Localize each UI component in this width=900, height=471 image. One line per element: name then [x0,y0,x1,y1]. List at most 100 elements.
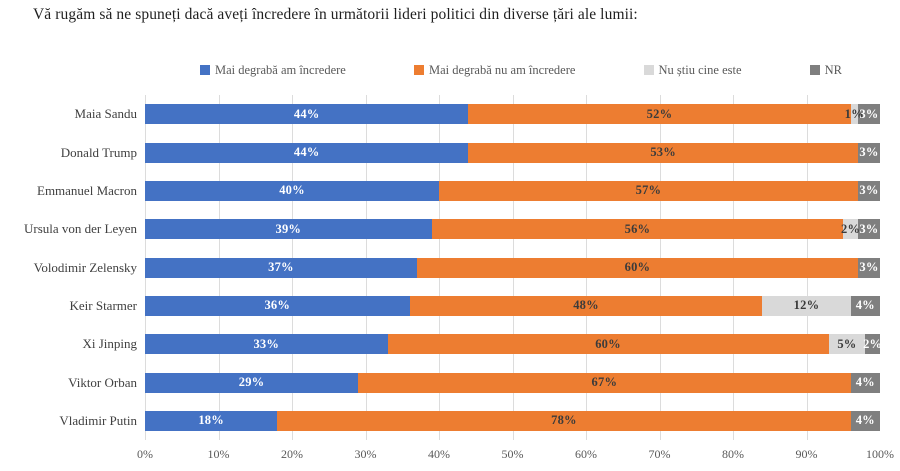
bar-segment: 5% [828,334,866,355]
legend-swatch-icon [413,65,424,75]
bar-segment: 36% [145,295,410,316]
legend-swatch-icon [643,65,654,75]
category-label: Xi Jinping [82,336,137,352]
bar-segment-label: 2% [863,336,880,351]
bar-row: 37% 60% 3% [145,257,880,278]
category-label: Volodimir Zelensky [33,259,137,275]
bar-segment-label: 18% [198,413,224,428]
bar-segment: 3% [857,104,880,125]
bar-segment: 56% [431,219,844,240]
bar-segment: 60% [416,257,858,278]
x-tick-label: 100% [866,447,894,461]
bar-row: 44% 52% 1% 3% [145,104,880,125]
x-tick-label: 0% [137,447,153,461]
bar-row: 18% 78% 4% [145,410,880,431]
chart-title: Vă rugăm să ne spuneți dacă aveți încred… [33,6,638,23]
bar-segment-label: 3% [859,145,879,159]
x-tick-label: 10% [207,447,230,461]
bar-segment-label: 60% [595,336,621,351]
bar-segment-label: 29% [238,375,265,389]
category-label: Keir Starmer [69,297,137,313]
bar-segment: 4% [850,295,880,316]
bar-segment: 12% [762,295,851,316]
bar-row: 44% 53% 3% [145,142,880,163]
category-label: Donald Trump [60,144,137,160]
bar-segment-label: 39% [275,221,302,236]
bar-segment: 29% [145,372,359,393]
x-tick-label: 30% [354,447,377,461]
bar-segment-label: 44% [293,106,320,121]
legend-swatch-icon [809,65,820,75]
bar-segment: 18% [145,410,278,431]
bar-segment: 1% [845,104,864,125]
bar-segment: 2% [863,334,880,355]
bar-segment-label: 4% [855,413,875,428]
plot-area: 44% 52% 1% 3% 44% 53% 3% 40% 57% 3% 39% 56% 2% 3% 37% 6… [145,95,880,440]
bar-segment-label: 37% [268,260,294,274]
bar-segment-label: 33% [253,336,280,351]
category-label: Viktor Orban [68,374,137,390]
bar-segment-label: 3% [859,260,879,274]
legend-label: NR [824,62,842,77]
category-label: Maia Sandu [74,106,137,122]
bar-segment-label: 57% [635,183,662,198]
legend-item: Mai degrabă am încredere [200,63,346,78]
bar-segment-label: 52% [646,106,673,121]
bar-segment: 2% [841,219,860,240]
x-axis: 0% 10% 20% 30% 40% 50% 60% 70% 80% 90% 100% [137,447,894,463]
x-tick-label: 90% [795,447,818,461]
legend-swatch-icon [200,65,210,75]
bar-segment: 40% [145,180,439,201]
bar-segment-label: 3% [859,183,879,198]
bar-segment-label: 3% [859,106,879,121]
legend-item: Mai degrabă nu am încredere [413,62,576,78]
x-tick-label: 60% [575,447,597,461]
bar-row: 33% 60% 5% 2% [145,334,880,355]
bar-segment-label: 36% [264,298,291,313]
legend-item: NR [809,62,842,78]
bar-segment-label: 44% [293,145,320,159]
bar-segment-label: 5% [837,336,857,351]
category-label: Emmanuel Macron [37,182,137,198]
bar-segment-label: 67% [591,375,618,389]
bar-segment-label: 48% [573,298,599,313]
bar-row: 29% 67% 4% [145,372,880,393]
bar-segment: 39% [145,219,432,240]
bar-segment-label: 12% [793,298,820,313]
bar-segment: 53% [468,142,858,163]
bar-segment: 52% [468,104,851,125]
bar-segment-label: 40% [279,183,305,198]
bar-segment: 48% [409,295,763,316]
bar-row: 39% 56% 2% 3% [145,219,880,240]
category-label: Vladimir Putin [59,412,137,428]
bar-segment-label: 4% [855,298,875,313]
category-label: Ursula von der Leyen [24,221,137,237]
bar-segment-label: 53% [650,145,676,159]
x-tick-label: 50% [501,447,524,461]
bar-segment: 3% [857,180,880,201]
legend-label: Mai degrabă nu am încredere [428,62,576,77]
bar-segment-label: 4% [855,375,875,389]
bar-segment: 4% [850,410,880,431]
bar-segment: 57% [439,180,858,201]
bar-segment: 3% [857,219,880,240]
bar-segment: 67% [358,372,851,393]
x-tick-label: 70% [648,447,671,461]
bar-segment: 3% [857,257,880,278]
category-axis: Maia Sandu Donald Trump Emmanuel Macron Urs… [0,95,137,440]
bar-segment-label: 1% [844,106,864,121]
bar-segment: 4% [850,372,880,393]
legend-label: Nu știu cine este [658,62,742,77]
bar-segment: 44% [145,142,469,163]
legend-label: Mai degrabă am încredere [215,62,346,77]
bar-segment-label: 3% [859,221,879,236]
chart-legend: Mai degrabă am încredere Mai degrabă nu a… [200,62,842,78]
bar-segment: 37% [145,257,417,278]
bar-segment-label: 60% [624,260,651,274]
bar-segment-label: 78% [551,413,577,428]
bar-segment: 60% [387,334,829,355]
bar-segment: 78% [277,410,851,431]
bar-segment: 44% [145,104,469,125]
x-tick-label: 20% [281,447,303,461]
